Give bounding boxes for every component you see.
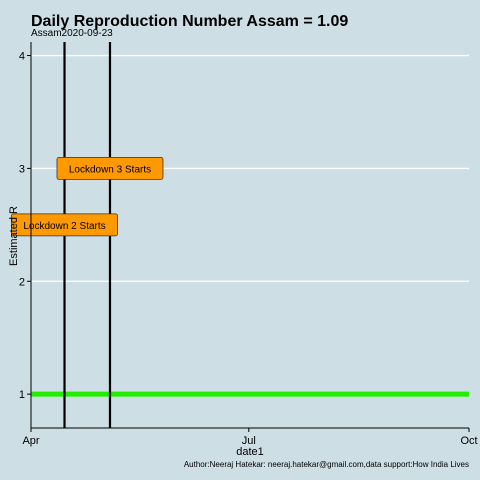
chart-subtitle: Assam2020-09-23	[31, 28, 113, 39]
annotation-label: Lockdown 2 Starts	[23, 221, 105, 232]
x-tick-label: Oct	[460, 435, 477, 447]
axis-layer: 1 2 3 4 Apr Jul Oct	[19, 42, 478, 447]
y-tick-label: 4	[19, 51, 25, 63]
y-tick-label: 3	[19, 163, 25, 175]
chart-caption: Author:Neeraj Hatekar: neeraj.hatekar@gm…	[184, 460, 469, 469]
x-axis-label: date1	[236, 446, 264, 458]
y-tick-label: 2	[19, 276, 25, 288]
x-tick-label: Jul	[242, 435, 256, 447]
annotation-label: Lockdown 3 Starts	[69, 164, 151, 175]
x-tick-label: Apr	[22, 435, 39, 447]
annotation-layer: Lockdown 2 Starts Lockdown 3 Starts	[11, 157, 164, 237]
y-tick-label: 1	[19, 389, 25, 401]
chart-title: Daily Reproduction Number Assam = 1.09	[31, 13, 348, 30]
annotation-box	[11, 213, 118, 237]
y-axis-label: Estimated R	[8, 206, 20, 266]
annotation-box	[56, 157, 164, 180]
